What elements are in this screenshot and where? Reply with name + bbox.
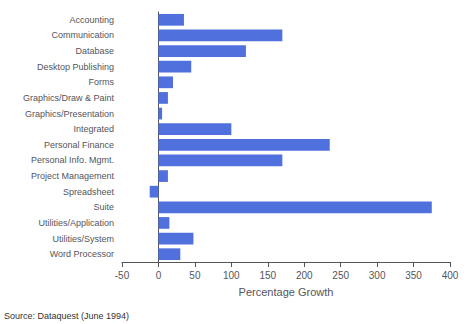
svg-text:Personal Info. Mgmt.: Personal Info. Mgmt. xyxy=(31,155,114,165)
svg-text:Percentage Growth: Percentage Growth xyxy=(239,286,334,298)
svg-text:Communication: Communication xyxy=(51,30,114,40)
svg-text:Accounting: Accounting xyxy=(69,15,114,25)
svg-text:Graphics/Presentation: Graphics/Presentation xyxy=(25,109,114,119)
svg-text:Word Processor: Word Processor xyxy=(50,249,114,259)
svg-text:0: 0 xyxy=(156,270,162,281)
svg-text:250: 250 xyxy=(332,270,349,281)
svg-text:Forms: Forms xyxy=(89,77,115,87)
svg-text:200: 200 xyxy=(296,270,313,281)
svg-text:Utilities/System: Utilities/System xyxy=(52,234,114,244)
svg-text:300: 300 xyxy=(369,270,386,281)
svg-text:400: 400 xyxy=(442,270,459,281)
svg-text:Database: Database xyxy=(75,46,114,56)
svg-text:50: 50 xyxy=(189,270,201,281)
svg-text:150: 150 xyxy=(259,270,276,281)
svg-text:-50: -50 xyxy=(115,270,130,281)
svg-text:Utilities/Application: Utilities/Application xyxy=(38,218,114,228)
svg-text:Desktop Publishing: Desktop Publishing xyxy=(37,62,114,72)
svg-text:Personal Finance: Personal Finance xyxy=(44,140,114,150)
svg-text:Suite: Suite xyxy=(93,202,114,212)
svg-text:Spreadsheet: Spreadsheet xyxy=(63,187,115,197)
svg-text:Graphics/Draw & Paint: Graphics/Draw & Paint xyxy=(23,93,115,103)
svg-text:Source: Dataquest (June 1994): Source: Dataquest (June 1994) xyxy=(4,311,129,321)
svg-text:100: 100 xyxy=(223,270,240,281)
svg-text:Project Management: Project Management xyxy=(31,171,115,181)
svg-text:350: 350 xyxy=(405,270,422,281)
svg-text:Integrated: Integrated xyxy=(73,124,114,134)
